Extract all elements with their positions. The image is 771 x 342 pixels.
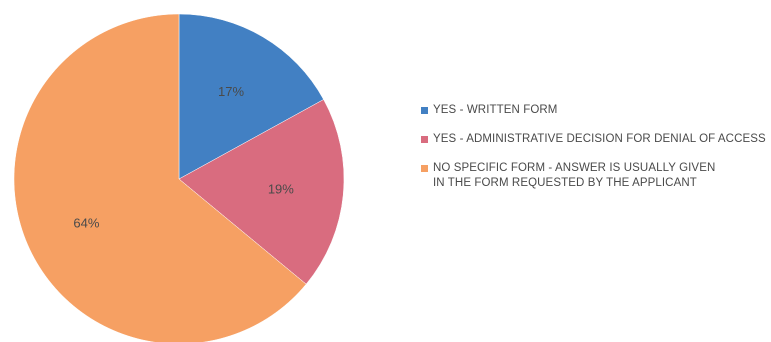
- legend-item-3: NO SPECIFIC FORM - ANSWER IS USUALLY GIV…: [421, 161, 766, 191]
- pie-slice-2: [178, 99, 345, 285]
- chart-legend: YES - WRITTEN FORM YES - ADMINISTRATIVE D…: [421, 103, 766, 205]
- legend-label: NO SPECIFIC FORM - ANSWER IS USUALLY GIV…: [433, 162, 716, 174]
- pie-slices: [13, 13, 345, 342]
- pie-labels: 17% 19% 64%: [73, 84, 294, 231]
- legend-item-2: YES - ADMINISTRATIVE DECISION FOR DENIAL…: [421, 132, 766, 147]
- pie-slice-label-3: 64%: [73, 216, 99, 231]
- pie-slice-label-1: 17%: [218, 84, 244, 99]
- legend-swatch: [421, 107, 428, 114]
- legend-label: YES - WRITTEN FORM: [433, 104, 558, 116]
- legend-swatch: [421, 165, 428, 172]
- pie-slice-3: [13, 13, 307, 342]
- pie-slice-label-2: 19%: [268, 182, 294, 197]
- legend-label: IN THE FORM REQUESTED BY THE APPLICANT: [433, 177, 697, 189]
- legend-item-1: YES - WRITTEN FORM: [421, 103, 766, 118]
- pie-chart: 17% 19% 64%: [13, 13, 345, 342]
- legend-swatch: [421, 136, 428, 143]
- pie-slice-1: [178, 13, 324, 180]
- legend-label: YES - ADMINISTRATIVE DECISION FOR DENIAL…: [433, 133, 766, 145]
